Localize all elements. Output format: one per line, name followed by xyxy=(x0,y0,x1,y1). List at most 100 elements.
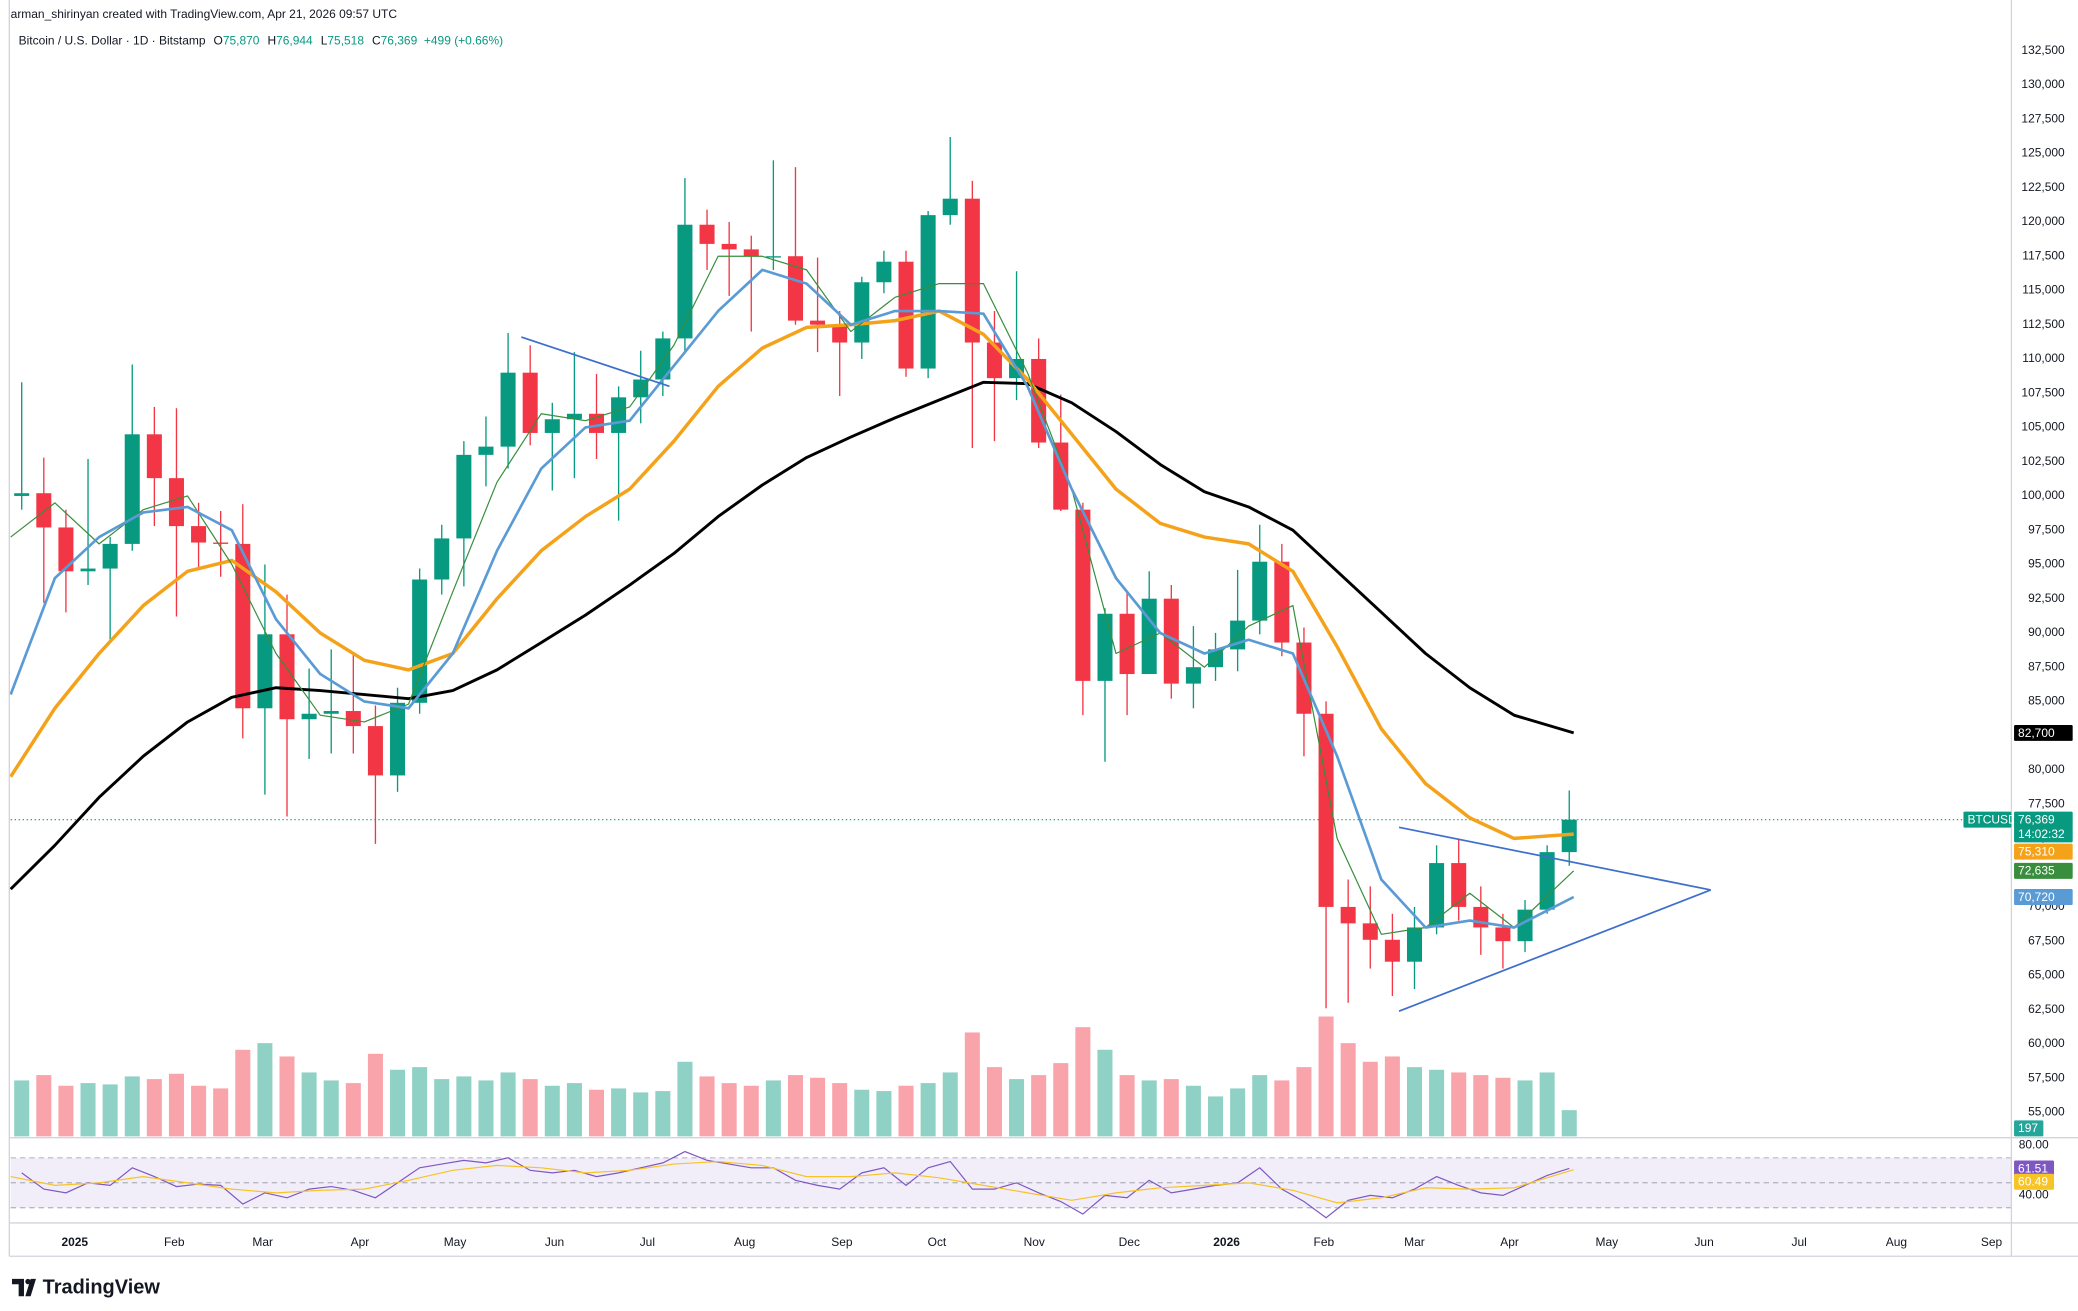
volume-bar xyxy=(765,1080,781,1137)
y-tick-label: 107,500 xyxy=(2021,385,2065,399)
volume-bar xyxy=(964,1032,980,1137)
volume-bar xyxy=(1318,1016,1334,1137)
volume-bar xyxy=(986,1067,1002,1137)
ma-badge-bg xyxy=(2014,724,2073,741)
volume-bar xyxy=(942,1072,958,1137)
quote-value: 76,369 xyxy=(381,34,418,48)
volume-bar xyxy=(279,1056,295,1137)
y-tick-label: 112,500 xyxy=(2022,317,2065,331)
candle-body xyxy=(345,711,361,727)
candle-body xyxy=(964,198,980,343)
candle-body xyxy=(1451,863,1467,907)
candle-body xyxy=(168,478,184,527)
candle-body xyxy=(611,397,627,433)
y-tick-label: 120,000 xyxy=(2021,214,2065,228)
candle-body xyxy=(920,215,936,369)
candle-body xyxy=(1495,927,1511,942)
volume-bar xyxy=(390,1069,406,1137)
y-tick-label: 92,500 xyxy=(2028,591,2065,605)
candle-body xyxy=(1252,561,1268,621)
volume-bar xyxy=(456,1076,472,1137)
candle-body xyxy=(743,249,759,257)
volume-bar xyxy=(655,1091,671,1137)
candle-body xyxy=(1517,909,1533,942)
volume-bar xyxy=(1451,1072,1467,1137)
volume-badge-bg xyxy=(2014,1120,2044,1137)
volume-bar xyxy=(367,1053,383,1137)
volume-bar xyxy=(1296,1067,1312,1137)
countdown-badge: 14:02:32 xyxy=(2018,827,2065,841)
candle-body xyxy=(279,634,295,720)
y-tick-label: 125,000 xyxy=(2021,146,2065,160)
volume-bar xyxy=(478,1080,494,1137)
rsi-tick-label: 40.00 xyxy=(2019,1187,2049,1201)
candle-body xyxy=(544,419,560,433)
y-tick-label: 122,500 xyxy=(2021,180,2065,194)
candle-body xyxy=(36,493,52,528)
rsi-tick-label: 80.00 xyxy=(2019,1138,2049,1152)
volume-bar xyxy=(1009,1079,1025,1137)
candle-body xyxy=(323,711,339,714)
moving-average xyxy=(10,255,1575,935)
candle-body xyxy=(566,413,582,420)
moving-average xyxy=(9,268,1575,929)
candle-body xyxy=(80,568,96,572)
candle-body xyxy=(390,702,406,776)
volume-bar xyxy=(1230,1088,1246,1137)
candle-body xyxy=(14,493,30,496)
volume-bar xyxy=(1185,1085,1201,1137)
volume-bar xyxy=(102,1084,118,1137)
volume-bar xyxy=(323,1080,339,1137)
volume-bar xyxy=(721,1083,737,1137)
volume-bar xyxy=(257,1043,273,1137)
price-badge-bg xyxy=(2014,811,2073,828)
x-tick-label: Sep xyxy=(1981,1235,2003,1249)
candle-body xyxy=(522,372,538,433)
y-tick-label: 102,500 xyxy=(2021,454,2065,468)
volume-bar xyxy=(1119,1075,1135,1137)
volume-bar xyxy=(168,1073,184,1137)
plot: 55,00057,50060,00062,50065,00067,50070,0… xyxy=(9,43,2065,1249)
y-tick-label: 90,000 xyxy=(2028,625,2065,639)
y-tick-label: 55,000 xyxy=(2028,1105,2065,1119)
volume-bar xyxy=(1539,1072,1555,1137)
volume-bar xyxy=(611,1088,627,1137)
x-tick-label: Aug xyxy=(734,1235,755,1249)
volume-bar xyxy=(191,1085,207,1137)
volume-bar xyxy=(1362,1061,1378,1137)
candle-body xyxy=(1075,509,1091,681)
volume-bar xyxy=(1561,1110,1577,1137)
volume-bar xyxy=(1097,1049,1113,1137)
volume-bar xyxy=(14,1080,30,1137)
candle-body xyxy=(655,338,671,380)
volume-bar xyxy=(301,1072,317,1137)
candle-body xyxy=(235,543,251,709)
y-tick-label: 67,500 xyxy=(2028,933,2065,947)
volume-bar xyxy=(566,1083,582,1137)
volume-bar xyxy=(898,1085,914,1137)
x-tick-label: Jun xyxy=(545,1235,564,1249)
candle-body xyxy=(1384,939,1400,962)
ma-badge-bg xyxy=(2014,843,2073,860)
quote-key: L xyxy=(321,34,328,48)
volume-bar xyxy=(1473,1075,1489,1137)
candle-body xyxy=(102,543,118,569)
volume-bar xyxy=(832,1083,848,1137)
symbol-badge: BTCUSD xyxy=(1967,813,2017,827)
ma-badge-bg xyxy=(2014,889,2073,906)
rsi-ma-badge-bg xyxy=(2014,1173,2055,1190)
candle-body xyxy=(1141,598,1157,675)
y-tick-label: 80,000 xyxy=(2028,762,2065,776)
candle-body xyxy=(787,256,803,321)
candle-body xyxy=(633,379,649,398)
y-tick-label: 110,000 xyxy=(2022,351,2065,365)
y-tick-label: 77,500 xyxy=(2028,796,2065,810)
volume-bar xyxy=(1274,1080,1290,1137)
candle-body xyxy=(677,224,693,339)
symbol-legend: Bitcoin / U.S. Dollar · 1D · Bitstamp O75… xyxy=(19,34,503,48)
change: +499 (+0.66%) xyxy=(424,34,503,48)
candle-body xyxy=(1539,852,1555,910)
ma-badge: 72,635 xyxy=(2018,864,2055,878)
volume-bar xyxy=(810,1077,826,1137)
